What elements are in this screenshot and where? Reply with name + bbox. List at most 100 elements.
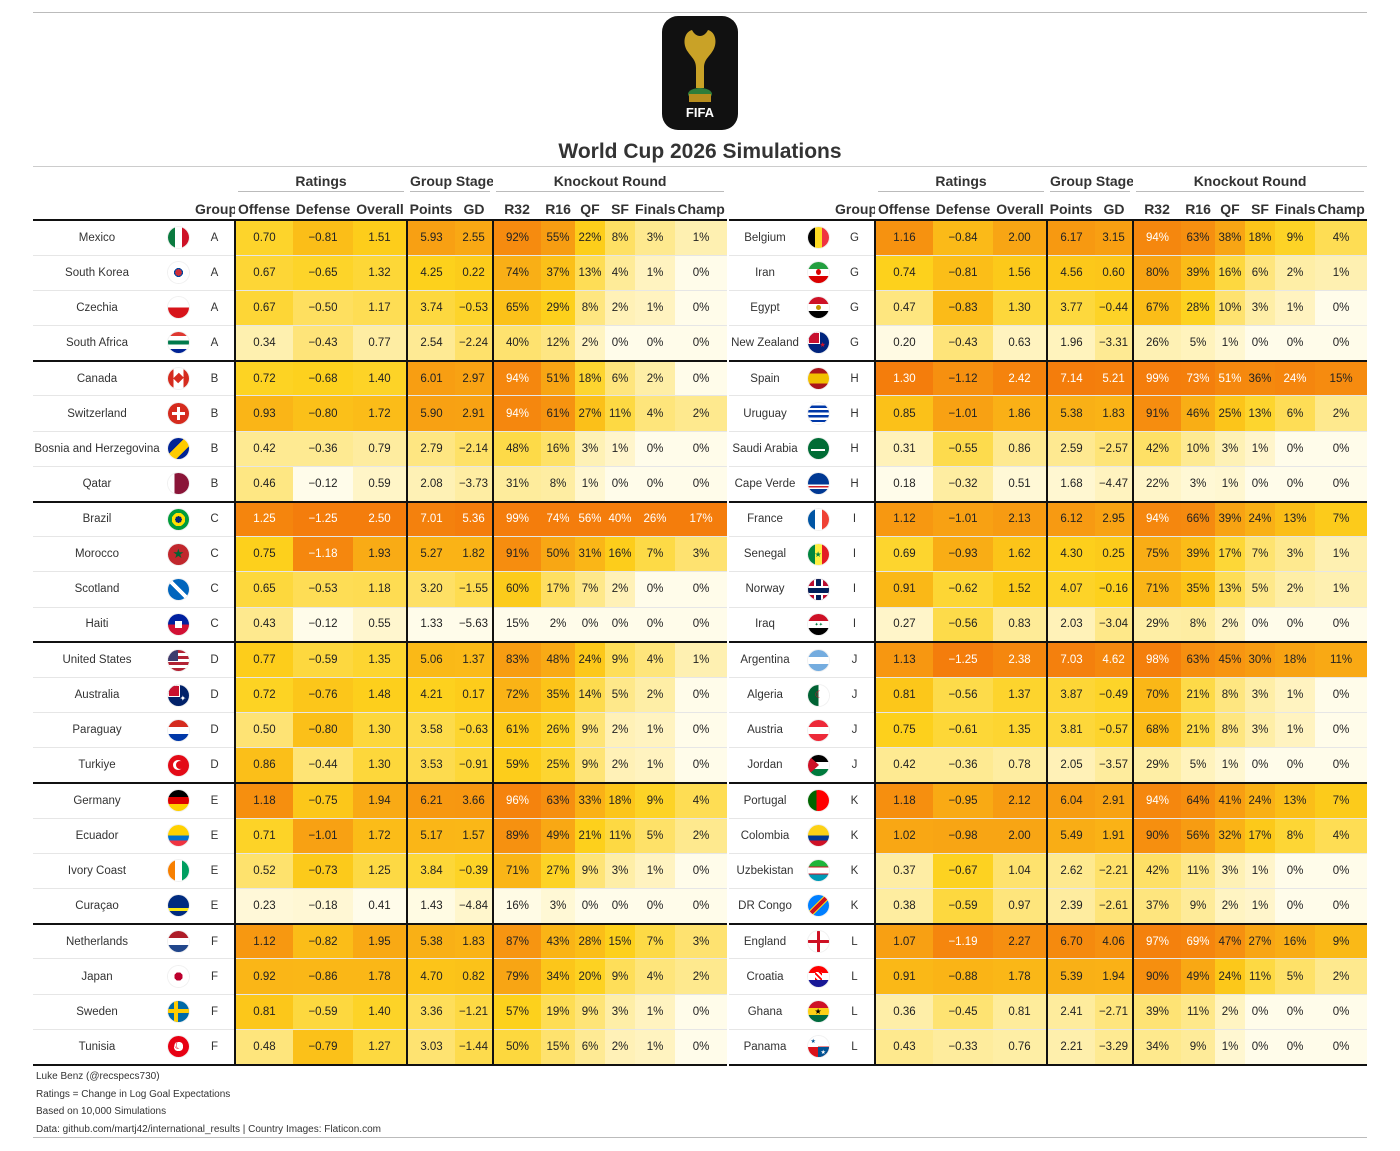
team-name: Uzbekistan	[729, 853, 801, 890]
team-name: Egypt	[729, 290, 801, 327]
group-cell: B	[195, 395, 235, 432]
overall-cell: 1.25	[353, 853, 408, 890]
flag-cell: ☾	[801, 677, 835, 714]
points-cell: 2.39	[1046, 888, 1096, 925]
overall-cell: 1.62	[993, 536, 1048, 573]
team-name: Australia	[33, 677, 161, 714]
gd-cell: −0.63	[455, 712, 494, 749]
colombia-flag-icon	[807, 825, 829, 847]
flag-cell	[801, 359, 835, 397]
champ-cell: 0%	[1315, 853, 1368, 890]
team-name: Spain	[729, 359, 801, 397]
sf-cell: 3%	[605, 853, 636, 890]
offense-cell: 0.37	[874, 853, 933, 890]
champ-cell: 0%	[1315, 888, 1368, 925]
overall-cell: 2.38	[993, 641, 1048, 678]
offense-cell: 1.18	[874, 781, 933, 819]
gd-cell: −3.29	[1095, 1029, 1134, 1066]
qf-cell: 1%	[1215, 1029, 1246, 1066]
r16-cell: 8%	[541, 466, 576, 503]
group-cell: C	[195, 536, 235, 573]
qf-cell: 2%	[1215, 994, 1246, 1030]
sf-cell: 7%	[1245, 536, 1276, 573]
points-cell: 2.54	[406, 325, 456, 362]
right-gd-header: GD	[1103, 201, 1125, 217]
gd-cell: 1.83	[1095, 395, 1134, 432]
sf-cell: 1%	[1245, 888, 1276, 925]
finals-cell: 0%	[1275, 994, 1316, 1030]
champ-cell: 0%	[675, 359, 728, 397]
group-cell: H	[835, 395, 875, 432]
r16-cell: 49%	[541, 818, 576, 854]
team-name: Qatar	[33, 466, 161, 503]
gd-cell: 0.22	[455, 255, 494, 291]
qf-cell: 3%	[575, 431, 606, 467]
fifa-logo-text: FIFA	[686, 105, 715, 120]
points-cell: 3.03	[406, 1029, 456, 1066]
r16-cell: 46%	[1181, 395, 1216, 432]
r32-cell: 37%	[1132, 888, 1182, 925]
points-cell: 2.21	[1046, 1029, 1096, 1066]
table-row: Egypt G 0.47 −0.83 1.30 3.77 −0.44 67% 28% 10% 3% 1…	[729, 290, 1368, 327]
usa-flag-icon	[167, 649, 189, 671]
right-qf-header: QF	[1220, 201, 1240, 217]
team-name: Ivory Coast	[33, 853, 161, 890]
finals-cell: 1%	[635, 1029, 676, 1066]
finals-cell: 0%	[1275, 1029, 1316, 1066]
haiti-flag-icon	[167, 613, 189, 635]
table-row: Turkiye D 0.86 −0.44 1.30 3.53 −0.91 59% 25% 9% 2%…	[33, 747, 728, 785]
qf-cell: 8%	[1215, 712, 1246, 749]
right-team-header	[729, 192, 801, 220]
right-offense-header: Offense	[877, 201, 931, 217]
points-cell: 3.58	[406, 712, 456, 749]
group-cell: J	[835, 747, 875, 785]
overall-cell: 2.50	[353, 500, 408, 538]
team-name: Portugal	[729, 781, 801, 819]
defense-cell: −0.75	[293, 781, 353, 819]
r16-cell: 29%	[541, 290, 576, 327]
offense-cell: 0.34	[234, 325, 293, 362]
qf-cell: 8%	[1215, 677, 1246, 714]
team-name: DR Congo	[729, 888, 801, 925]
champ-cell: 0%	[675, 431, 728, 467]
r32-cell: 99%	[1132, 359, 1182, 397]
points-cell: 6.04	[1046, 781, 1096, 819]
group-cell: L	[835, 922, 875, 960]
r32-cell: 97%	[1132, 922, 1182, 960]
flag-cell	[801, 255, 835, 291]
qf-cell: 20%	[575, 958, 606, 995]
champ-cell: 2%	[675, 818, 728, 854]
r32-cell: 42%	[1132, 853, 1182, 890]
r32-cell: 94%	[1132, 781, 1182, 819]
champ-cell: 3%	[675, 922, 728, 960]
sf-cell: 18%	[605, 781, 636, 819]
finals-cell: 0%	[1275, 466, 1316, 503]
flag-cell	[161, 571, 195, 608]
overall-cell: 0.83	[993, 607, 1048, 644]
offense-cell: 0.81	[874, 677, 933, 714]
champ-cell: 7%	[1315, 500, 1368, 538]
champ-cell: 0%	[675, 888, 728, 925]
qf-cell: 10%	[1215, 290, 1246, 327]
group-cell: D	[195, 677, 235, 714]
r16-cell: 73%	[1181, 359, 1216, 397]
sf-cell: 2%	[605, 571, 636, 608]
defense-cell: −0.98	[933, 818, 993, 854]
table-row: Curaçao E 0.23 −0.18 0.41 1.43 −4.84 16% 3% 0% 0% 0…	[33, 888, 728, 925]
qf-cell: 16%	[1215, 255, 1246, 291]
sf-cell: 3%	[1245, 290, 1276, 327]
champ-cell: 3%	[675, 536, 728, 573]
flag-cell	[161, 325, 195, 362]
group-cell: K	[835, 888, 875, 925]
sf-cell: 0%	[605, 466, 636, 503]
champ-cell: 2%	[1315, 395, 1368, 432]
champ-cell: 4%	[1315, 218, 1368, 256]
offense-cell: 0.72	[234, 677, 293, 714]
flag-cell	[801, 781, 835, 819]
team-name: South Korea	[33, 255, 161, 291]
sf-cell: 0%	[1245, 994, 1276, 1030]
flag-cell	[801, 818, 835, 854]
gd-cell: −3.31	[1095, 325, 1134, 362]
flag-cell: ✦	[161, 677, 195, 714]
r32-cell: 60%	[492, 571, 542, 608]
